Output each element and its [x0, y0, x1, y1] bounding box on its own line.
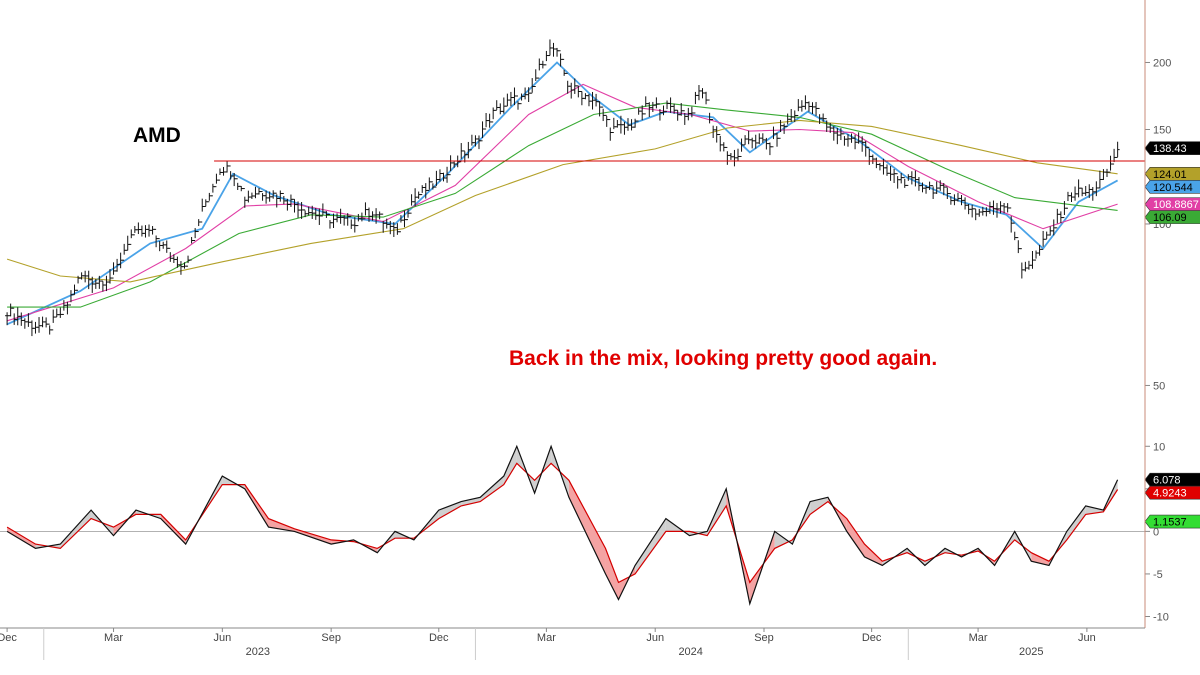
moving-average-2	[6, 83, 1118, 322]
oscillator-tag: 1.1537	[1144, 514, 1200, 529]
oscillator-main-line	[6, 444, 1119, 606]
year-label: 2023	[246, 646, 270, 658]
price-tag-label: 124.01	[1153, 169, 1187, 181]
price-tag: 120.544	[1144, 180, 1200, 194]
oscillator-tag: 4.9243	[1144, 485, 1200, 500]
time-tick-label: Dec	[862, 632, 882, 644]
oscillator-fill-band	[774, 531, 793, 549]
oscillator-fill-band	[160, 514, 186, 545]
price-tag-label: 120.544	[1153, 182, 1193, 194]
oscillator-tag: 6.078	[1144, 472, 1200, 487]
oscillator-tag-label: 4.9243	[1153, 488, 1187, 500]
moving-averages	[6, 61, 1119, 326]
price-tag: 124.01	[1144, 167, 1200, 181]
oscillator-tick-label: 0	[1153, 526, 1159, 538]
price-bars	[5, 39, 1120, 337]
oscillator-fill-band	[605, 548, 619, 600]
price-tag-label: 106.09	[1153, 212, 1187, 224]
year-label: 2025	[1019, 646, 1043, 658]
price-tag: 138.43	[1144, 141, 1200, 155]
oscillator-fill-band	[60, 510, 92, 549]
time-tick-label: Jun	[213, 632, 231, 644]
oscillator-tick-label: -5	[1153, 569, 1163, 581]
oscillator-tag-label: 1.1537	[1153, 517, 1187, 529]
price-tag: 106.09	[1144, 210, 1200, 224]
chart-title: AMD	[133, 124, 181, 147]
price-tick-label: 50	[1153, 380, 1165, 392]
time-tick-label: Dec	[429, 632, 449, 644]
time-tick-label: Sep	[321, 632, 341, 644]
oscillator-fill-band	[438, 501, 462, 519]
oscillator-fill-band	[568, 480, 606, 574]
moving-average-4	[6, 119, 1118, 283]
price-bar	[1115, 141, 1120, 158]
oscillator-fill-band	[461, 497, 481, 506]
time-tick-label: Sep	[754, 632, 774, 644]
price-tag-label: 108.8867	[1153, 199, 1199, 211]
oscillator-fill-band	[7, 527, 36, 549]
oscillator-tick-label: 10	[1153, 441, 1165, 453]
time-tick-label: Mar	[104, 632, 123, 644]
price-tick-label: 200	[1153, 57, 1171, 69]
oscillator-tick-label: -10	[1153, 611, 1169, 623]
price-tick-label: 150	[1153, 125, 1171, 137]
oscillator-fill-band	[480, 476, 504, 502]
oscillator-fill-band	[810, 497, 828, 515]
moving-average-3	[7, 102, 1118, 308]
time-tick-label: Jun	[646, 632, 664, 644]
oscillator-fill-band	[1066, 505, 1086, 540]
year-label: 2024	[678, 646, 702, 658]
oscillator-fill-band	[846, 518, 865, 557]
oscillator-tag-label: 6.078	[1153, 475, 1181, 487]
oscillator-fill-band	[864, 544, 883, 566]
time-tick-label: Dec	[0, 632, 17, 644]
chart-annotation: Back in the mix, looking pretty good aga…	[509, 347, 937, 370]
price-tag-label: 138.43	[1153, 143, 1187, 155]
time-tick-label: Jun	[1078, 632, 1096, 644]
time-tick-label: Mar	[537, 632, 556, 644]
time-tick-label: Mar	[969, 632, 988, 644]
oscillator-fill-band	[635, 518, 666, 574]
price-tag: 108.8867	[1144, 197, 1200, 211]
oscillator-fill-band	[268, 518, 295, 532]
oscillator-fill-band	[503, 446, 517, 485]
time-axis: Dec Mar Jun Sep Dec Mar Jun Sep Dec Mar Jun 2023 202…	[0, 628, 1096, 660]
